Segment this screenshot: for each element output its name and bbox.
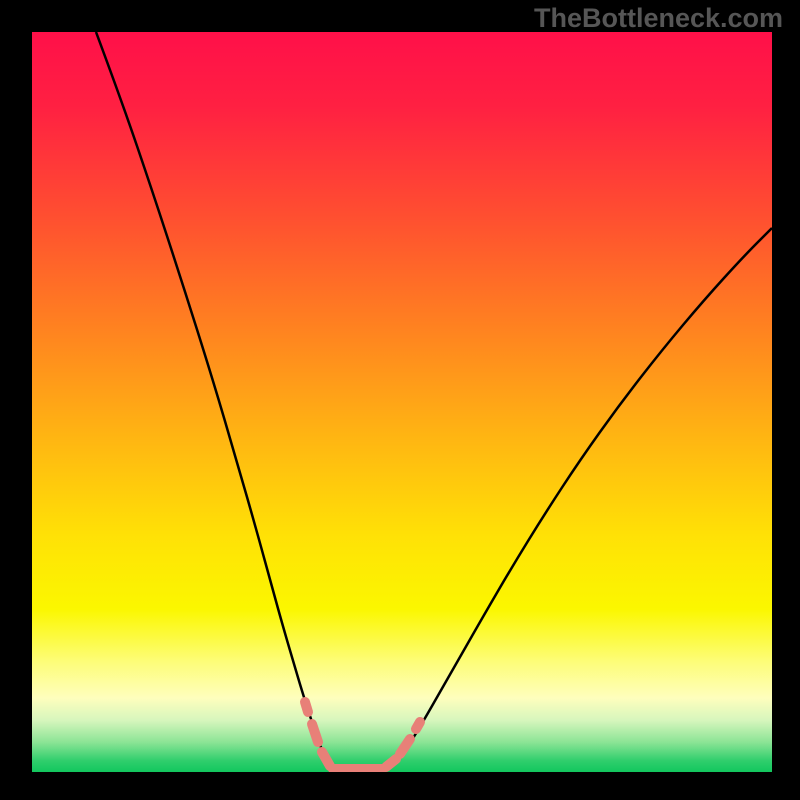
marker-segment	[312, 724, 318, 742]
marker-segment	[305, 702, 308, 712]
plot-svg	[32, 32, 772, 772]
chart-canvas: TheBottleneck.com	[0, 0, 800, 800]
watermark-text: TheBottleneck.com	[534, 3, 783, 34]
marker-segment	[386, 759, 396, 767]
plot-area	[32, 32, 772, 772]
marker-segment	[322, 752, 330, 766]
marker-segment	[416, 722, 420, 729]
gradient-background	[32, 32, 772, 772]
